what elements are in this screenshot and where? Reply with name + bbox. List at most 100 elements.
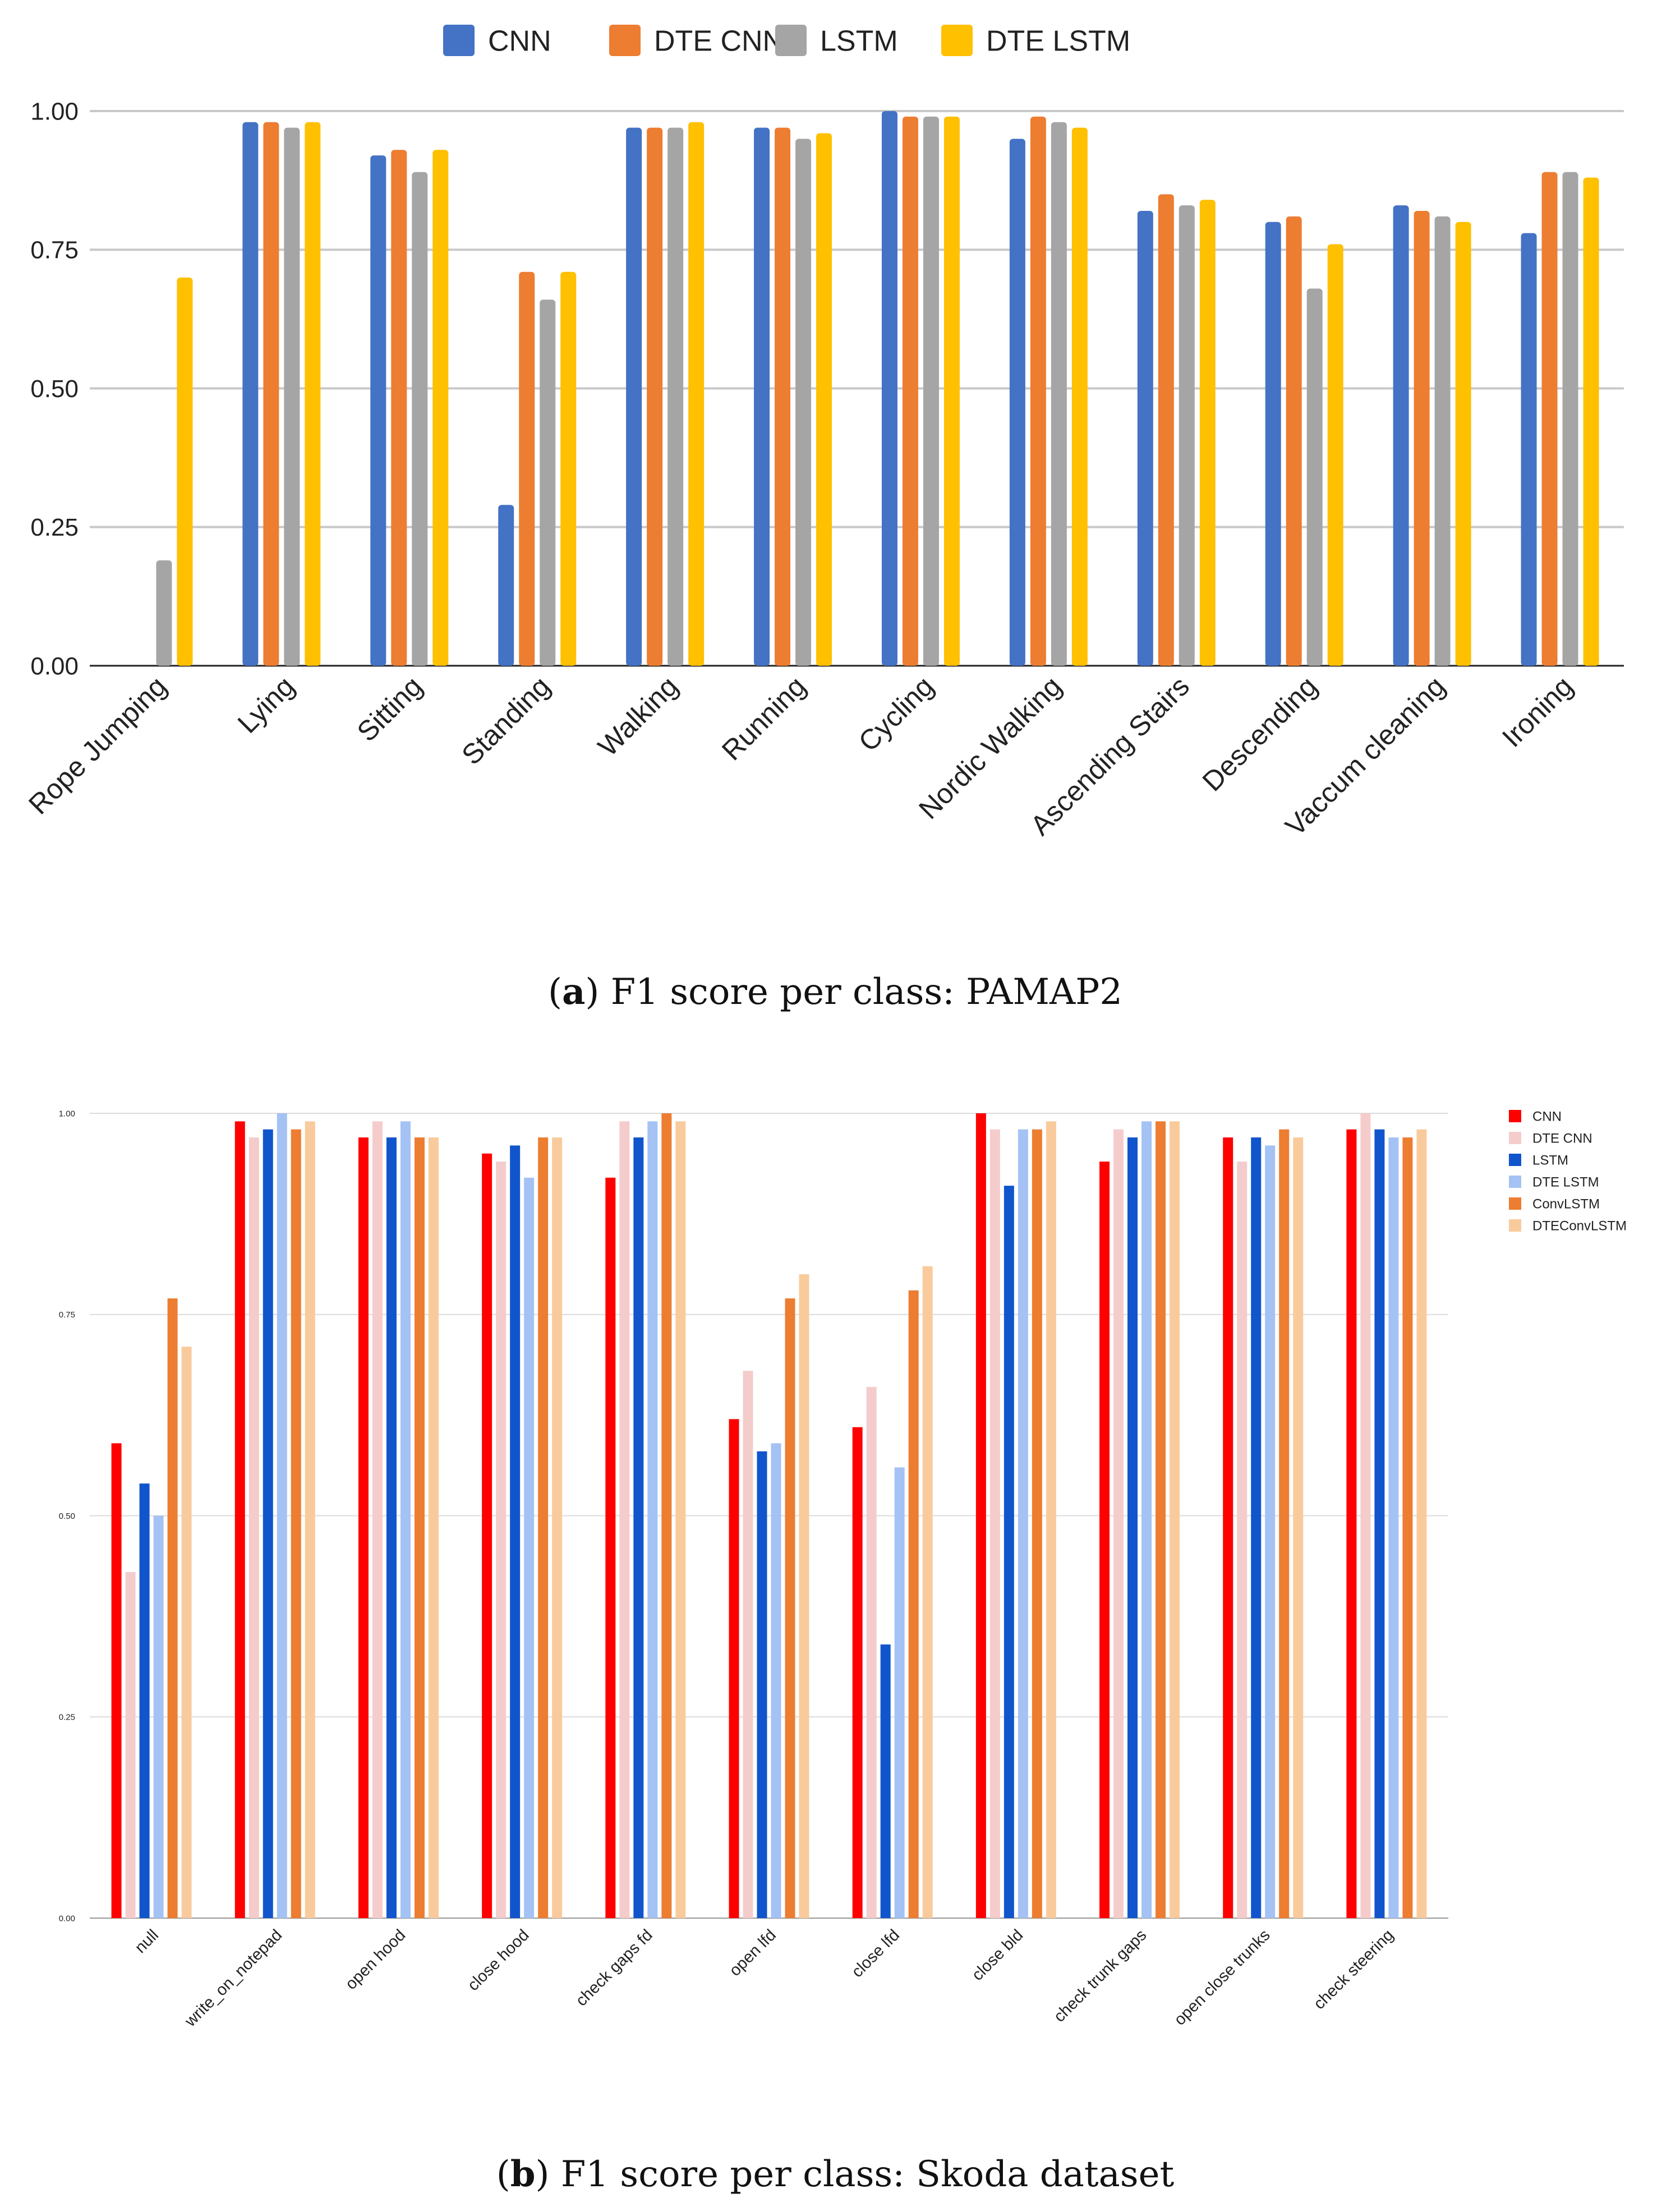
chart-a-caption-text: F1 score per class: PAMAP2 [611,971,1122,1013]
bar-convlstm-open-close-trunks [1279,1129,1290,1918]
bar-dte-lstm-close-hood [524,1177,535,1918]
bar-dteconvlstm-check-steering [1416,1129,1427,1918]
bar-cnn-null [111,1443,122,1918]
legend-label: DTE LSTM [1532,1175,1599,1190]
bar-dte-lstm-close-lfd [894,1467,905,1918]
legend-swatch [443,25,475,56]
legend-item-lstm: LSTM [1509,1153,1568,1168]
bar-convlstm-check-trunk-gaps [1156,1121,1166,1918]
legend-item-dte-cnn: DTE CNN [1509,1131,1592,1146]
bar-dte-cnn-check-trunk-gaps [1113,1129,1124,1918]
bar-convlstm-check-steering [1402,1137,1413,1918]
y-tick-label: 0.50 [59,1511,75,1521]
bar-lstm-running [795,139,812,666]
bar-cnn-check-trunk-gaps [1099,1162,1110,1918]
legend-swatch [1509,1154,1521,1166]
legend-item-convlstm: ConvLSTM [1509,1197,1600,1212]
chart-b-caption-label: b [510,2153,536,2195]
bar-dte-cnn-vaccum-cleaning [1414,211,1430,666]
legend-label: DTE LSTM [986,25,1130,58]
bar-cnn-close-bld [975,1113,986,1918]
bar-lstm-rope-jumping [156,560,172,666]
chart-b-caption-text: F1 score per class: Skoda dataset [561,2154,1175,2195]
bar-lstm-close-hood [510,1145,521,1918]
bar-dteconvlstm-open-close-trunks [1293,1137,1304,1918]
bar-cnn-cycling [881,111,897,666]
bar-dte-cnn-null [125,1572,136,1918]
bar-dte-lstm-running [816,133,832,666]
y-tick-label: 1.00 [59,1109,75,1118]
bar-cnn-running [754,127,770,666]
bar-dte-lstm-rope-jumping [177,277,193,666]
bar-dte-lstm-descending [1327,244,1343,666]
bar-convlstm-open-hood [414,1137,425,1918]
bar-cnn-check-gaps-fd [605,1177,616,1918]
legend-item-lstm: LSTM [775,25,898,58]
legend-label: DTEConvLSTM [1532,1219,1627,1234]
bar-dte-cnn-ascending-stairs [1158,194,1174,666]
chart-b-gridlines [90,1113,1448,1919]
legend-label: ConvLSTM [1532,1197,1600,1212]
bar-cnn-standing [498,505,514,666]
bar-cnn-ascending-stairs [1137,211,1153,666]
bar-convlstm-open-lfd [785,1298,795,1918]
bar-dte-cnn-close-bld [989,1129,1000,1918]
legend-item-cnn: CNN [443,25,551,58]
bar-dte-lstm-cycling [943,116,960,666]
bar-dte-cnn-close-lfd [866,1386,877,1918]
bar-dte-lstm-open-lfd [771,1443,781,1918]
bar-cnn-close-lfd [852,1427,863,1918]
bar-dte-cnn-lying [263,122,279,666]
bar-convlstm-null [167,1298,178,1918]
chart-b-bars [111,1113,1427,1918]
bar-convlstm-close-hood [538,1137,549,1918]
legend-swatch [1509,1197,1521,1210]
bar-lstm-check-steering [1374,1129,1385,1918]
bar-dte-lstm-lying [305,122,321,666]
chart-a-legend: CNN DTE CNN LSTM DTE LSTM [443,25,1130,58]
y-tick-label: 0.00 [30,652,79,680]
legend-swatch [1509,1132,1521,1144]
bar-dte-cnn-close-hood [496,1162,507,1918]
bar-lstm-open-hood [386,1137,397,1918]
bar-lstm-check-trunk-gaps [1127,1137,1138,1918]
bar-cnn-lying [242,122,259,666]
y-tick-label: 0.75 [30,237,79,264]
bar-dte-lstm-check-gaps-fd [647,1121,658,1918]
bar-dte-lstm-null [153,1515,164,1918]
bar-lstm-vaccum-cleaning [1434,216,1451,666]
bar-dte-lstm-walking [688,122,705,666]
legend-item-cnn: CNN [1509,1109,1562,1125]
chart-a-y-ticks: 0.00 0.25 0.50 0.75 1.00 [30,98,79,680]
chart-b-caption: (b) F1 score per class: Skoda dataset [496,2153,1175,2195]
legend-label: DTE CNN [654,25,784,58]
bar-convlstm-close-lfd [908,1290,919,1918]
bar-cnn-write-on-notepad [234,1121,245,1918]
bar-dteconvlstm-open-hood [428,1137,439,1918]
chart-a-caption: (a) F1 score per class: PAMAP2 [548,971,1122,1013]
bar-dte-cnn-cycling [902,116,918,666]
bar-lstm-open-lfd [757,1451,767,1918]
bar-cnn-descending [1265,222,1281,666]
bar-dte-cnn-standing [519,271,535,666]
legend-swatch [775,25,807,56]
bar-cnn-vaccum-cleaning [1393,205,1409,666]
bar-dte-cnn-descending [1286,216,1302,666]
chart-a-caption-label: a [562,971,585,1013]
legend-label: LSTM [820,25,898,58]
bar-cnn-walking [626,127,642,666]
bar-cnn-close-hood [482,1153,492,1918]
chart-b-legend: CNN DTE CNN LSTM DTE LSTM ConvLSTM DTEConvLST… [1509,1109,1627,1234]
bar-dteconvlstm-open-lfd [799,1274,809,1918]
y-tick-label: 0.25 [30,514,79,541]
bar-dte-cnn-write-on-notepad [248,1137,259,1918]
chart-a-bars [156,111,1599,666]
legend-label: CNN [488,25,551,58]
bar-dteconvlstm-close-bld [1046,1121,1056,1918]
legend-item-dte-lstm: DTE LSTM [941,25,1130,58]
bar-dteconvlstm-check-trunk-gaps [1170,1121,1180,1918]
bar-cnn-open-lfd [729,1419,739,1918]
legend-swatch [609,25,641,56]
bar-lstm-nordic-walking [1051,122,1067,666]
